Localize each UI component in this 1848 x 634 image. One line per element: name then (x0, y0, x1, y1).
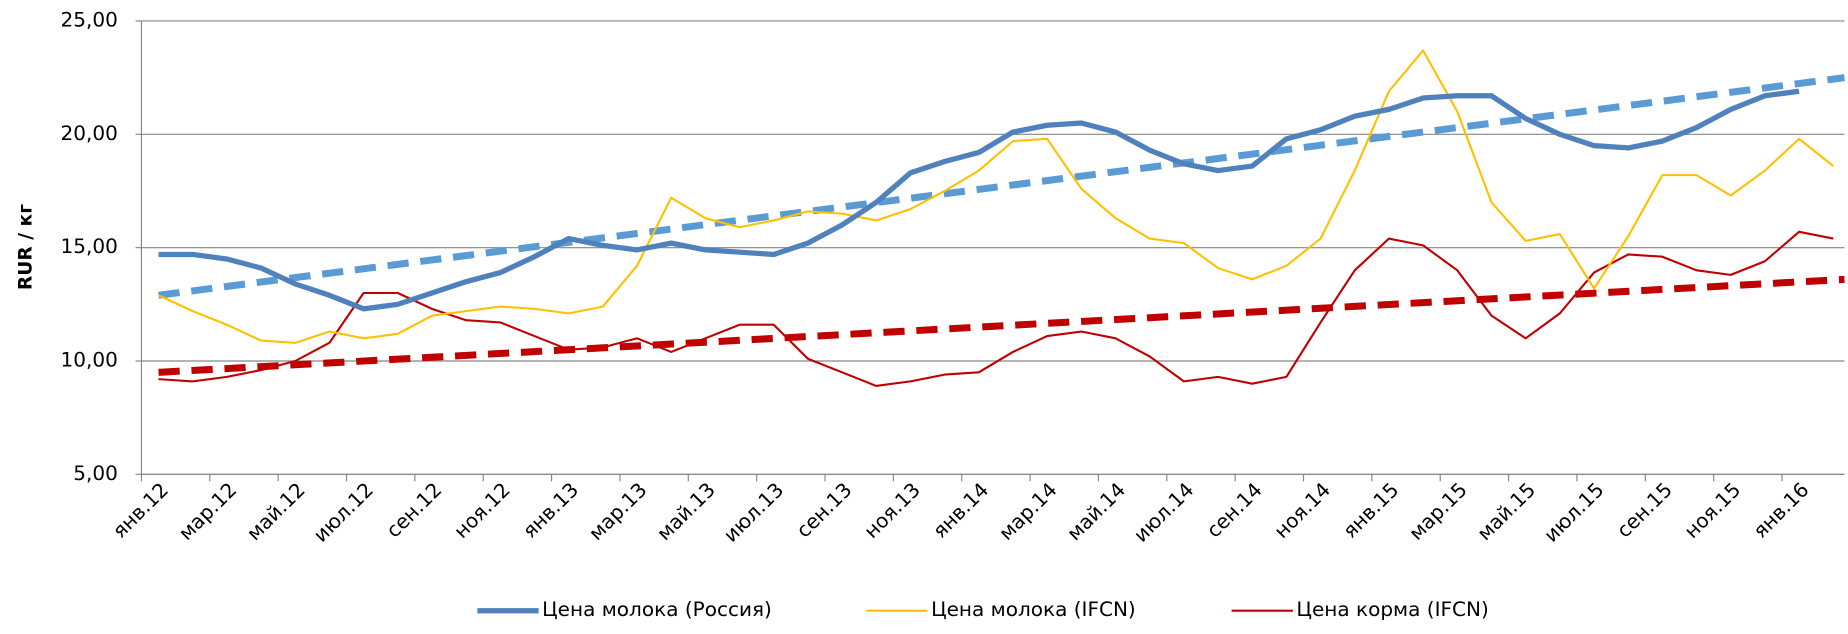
y-tick-label: 25,00 (61, 9, 118, 32)
y-tick-label: 15,00 (61, 235, 118, 258)
x-tick-label: сен.12 (382, 478, 447, 542)
x-tick-label: янв.12 (108, 478, 173, 542)
x-tick-label: май.14 (1063, 478, 1130, 545)
x-tick-label: май.13 (652, 478, 719, 545)
x-tick-label: янв.16 (1749, 478, 1814, 542)
x-tick-label: сен.14 (1202, 478, 1267, 542)
x-tick-label: июл.14 (1129, 478, 1198, 546)
y-tick-label: 20,00 (61, 122, 118, 145)
series-line (158, 88, 1800, 312)
x-tick-label: ноя.14 (1270, 478, 1335, 543)
legend-label: Цена молока (Россия) (542, 598, 772, 621)
x-tick-label: май.15 (1473, 478, 1540, 545)
x-tick-label: янв.13 (518, 478, 583, 542)
y-tick-label: 5,00 (73, 462, 118, 485)
x-tick-label: мар.13 (584, 478, 651, 544)
x-tick-label: мар.14 (994, 478, 1061, 544)
x-tick-label: янв.14 (928, 478, 993, 542)
x-tick-label: мар.15 (1405, 478, 1472, 544)
x-tick-label: ноя.13 (860, 478, 925, 543)
x-tick-label: июл.13 (719, 478, 788, 546)
x-tick-label: июл.15 (1540, 478, 1609, 546)
series-line (158, 230, 1834, 387)
y-axis-label: RUR / кг (15, 204, 36, 290)
series-line (158, 49, 1834, 344)
x-tick-label: ноя.15 (1680, 478, 1745, 543)
x-tick-label: ноя.12 (450, 478, 515, 543)
x-tick-label: янв.15 (1339, 478, 1404, 542)
y-tick-label: 10,00 (61, 349, 118, 372)
x-tick-label: сен.15 (1612, 478, 1677, 542)
trendline (158, 275, 1845, 376)
legend-label: Цена корма (IFCN) (1296, 598, 1488, 621)
x-tick-label: сен.13 (792, 478, 857, 542)
x-tick-label: май.12 (242, 478, 309, 545)
legend-label: Цена молока (IFCN) (931, 598, 1136, 621)
x-tick-label: мар.12 (174, 478, 241, 544)
trendline (158, 74, 1845, 299)
x-tick-label: июл.12 (309, 478, 378, 546)
